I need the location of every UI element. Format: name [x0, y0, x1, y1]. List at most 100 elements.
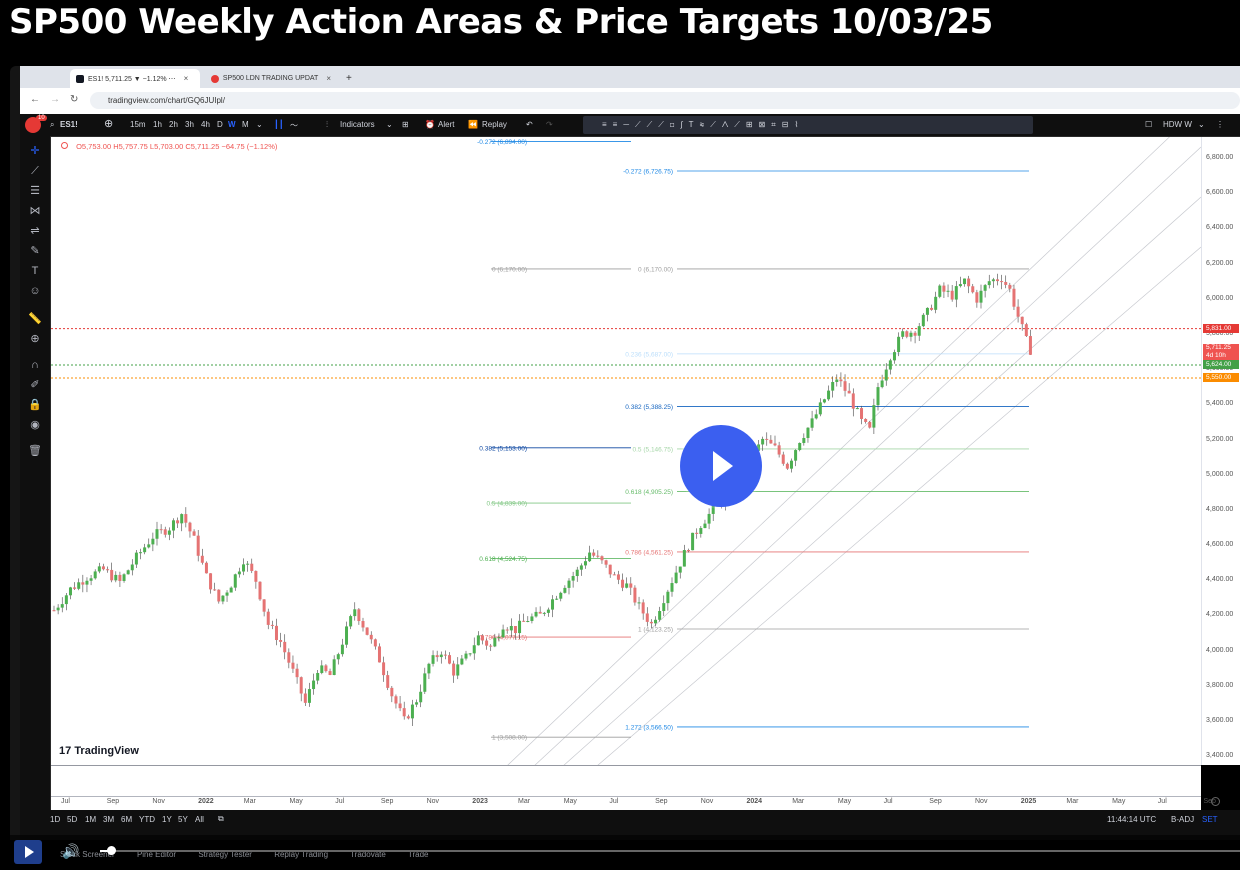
price-scale[interactable]: 6,800.00 6,600.00 6,400.00 6,200.00 6,000.00…: [1201, 137, 1240, 765]
layouts-grid-icon[interactable]: ⊞: [402, 120, 409, 129]
price-chart[interactable]: -0.272 (6,894.00) 0 (6,170.00) 0.382 (5,15…: [51, 137, 1201, 765]
candle-body: [575, 569, 579, 577]
indicators-icon[interactable]: ⫶: [326, 120, 328, 129]
interval-3h[interactable]: 3h: [185, 120, 194, 129]
tradingview-logo: 17 TradingView: [59, 745, 139, 757]
crosshair-icon[interactable]: ✛: [30, 145, 40, 157]
alarm-clock-icon[interactable]: ⏰: [425, 120, 435, 129]
settings-gear-icon[interactable]: [1211, 797, 1220, 806]
video-play-button[interactable]: [680, 425, 762, 507]
candle-body: [221, 595, 225, 602]
interval-2h[interactable]: 2h: [169, 120, 178, 129]
candle-body: [843, 381, 847, 391]
video-play-toggle[interactable]: [14, 840, 42, 864]
pattern-icon[interactable]: ⋈: [29, 205, 41, 217]
footer-tab[interactable]: Pine Editor: [136, 850, 177, 859]
footer-tab[interactable]: Strategy Tester: [198, 850, 252, 859]
magnet-icon[interactable]: ∩: [31, 359, 39, 371]
clock-time[interactable]: 11:44:14 UTC: [1107, 815, 1157, 824]
user-avatar-icon[interactable]: [25, 117, 41, 133]
trash-icon[interactable]: 🗑: [28, 445, 42, 457]
chevron-down-icon[interactable]: ⌄: [386, 120, 393, 129]
browser-tab[interactable]: SP500 LDN TRADING UPDAT ×: [205, 69, 337, 88]
rewind-icon[interactable]: ⏪: [468, 120, 478, 129]
interval-15m[interactable]: 15m: [130, 120, 146, 129]
fib-level-label: 0.382 (5,388.25): [625, 404, 673, 411]
video-scrubber-knob[interactable]: [107, 846, 117, 855]
stay-drawing-icon[interactable]: ✐: [30, 379, 40, 391]
ruler-icon[interactable]: 📏: [28, 313, 42, 325]
close-icon[interactable]: ×: [326, 74, 331, 83]
replay-button[interactable]: Replay: [482, 120, 507, 129]
chevron-down-icon[interactable]: ⌄: [1198, 120, 1205, 129]
back-arrow-icon[interactable]: ←: [30, 94, 40, 105]
brush-icon[interactable]: ✎: [30, 245, 40, 257]
trendline-icon[interactable]: ⟋: [31, 165, 39, 177]
footer-tab[interactable]: Replay Trading: [274, 850, 329, 859]
compare-plus-icon[interactable]: ⊕: [104, 118, 114, 130]
range-6m[interactable]: 6M: [121, 815, 133, 824]
fib-retracement-icon[interactable]: ☰: [30, 185, 40, 197]
candle-body: [262, 599, 266, 612]
lock-icon[interactable]: 🔒: [28, 399, 42, 411]
range-all[interactable]: All: [195, 815, 204, 824]
new-tab-plus-icon[interactable]: +: [346, 73, 352, 84]
candle-body: [860, 408, 864, 419]
candle-body: [73, 587, 77, 589]
b-adj-toggle[interactable]: B-ADJ: [1171, 815, 1195, 824]
close-icon[interactable]: ×: [183, 74, 189, 83]
drawing-tools-icon[interactable]: ≡≡─⟋⟋⟋◻∫T≋⟋⋀⟋⊞⊠⌗⊟⌇: [602, 120, 805, 129]
layout-name[interactable]: HDW W: [1163, 120, 1192, 129]
interval-w[interactable]: W: [228, 120, 236, 129]
chart-pane[interactable]: -0.272 (6,894.00) 0 (6,170.00) 0.382 (5,15…: [51, 137, 1201, 765]
undo-icon[interactable]: ↶: [526, 120, 533, 129]
alert-button[interactable]: Alert: [438, 120, 455, 129]
range-5d[interactable]: 5D: [67, 815, 78, 824]
line-chart-icon[interactable]: 〜: [290, 121, 298, 130]
bar-countdown-label: 4d 10h: [1206, 351, 1226, 359]
zoom-in-icon[interactable]: ⊕: [30, 333, 40, 345]
candle-body: [171, 520, 175, 531]
volume-icon[interactable]: 🔊: [62, 843, 80, 859]
search-icon[interactable]: ⌕: [50, 120, 55, 129]
range-1y[interactable]: 1Y: [162, 815, 172, 824]
range-1d[interactable]: 1D: [50, 815, 61, 824]
settlement-toggle[interactable]: SET: [1202, 815, 1218, 824]
candles-icon[interactable]: ┃┃: [274, 120, 284, 129]
interval-m[interactable]: M: [242, 120, 249, 129]
video-controls: Stock Screener Pine Editor Strategy Test…: [0, 835, 1240, 870]
video-progress-bar[interactable]: [100, 846, 1240, 855]
range-3m[interactable]: 3M: [103, 815, 115, 824]
interval-d[interactable]: D: [217, 120, 223, 129]
footer-tab[interactable]: Trade: [407, 850, 429, 859]
text-icon[interactable]: T: [31, 265, 39, 277]
time-scale[interactable]: Jul Sep Nov 2022 Mar May Jul Sep Nov 2023 Mar May Ju…: [51, 765, 1220, 811]
calendar-icon[interactable]: ⧉: [218, 814, 224, 823]
forward-arrow-icon[interactable]: →: [50, 94, 60, 105]
candle-body: [608, 564, 612, 575]
eye-icon[interactable]: ◉: [30, 419, 40, 431]
candle-body: [101, 566, 105, 570]
range-ytd[interactable]: YTD: [139, 815, 155, 824]
url-input[interactable]: tradingview.com/chart/GQ6JUIpl/: [90, 92, 1240, 109]
time-tick-label: Nov: [700, 798, 714, 805]
more-icon[interactable]: ⋮: [1216, 120, 1224, 129]
chevron-down-icon[interactable]: ⌄: [256, 120, 263, 129]
forecast-icon[interactable]: ⇌: [30, 225, 40, 237]
range-5y[interactable]: 5Y: [178, 815, 188, 824]
browser-tab-active[interactable]: ES1! 5,711.25 ▼ −1.12% ⋯ ×: [70, 69, 200, 88]
footer-tab[interactable]: Stock Screener: [60, 850, 115, 859]
checkbox-icon[interactable]: ☐: [1145, 120, 1153, 129]
symbol-search[interactable]: ES1!: [60, 120, 78, 129]
indicators-button[interactable]: Indicators: [340, 120, 375, 129]
footer-tab[interactable]: Tradovate: [350, 850, 386, 859]
interval-1h[interactable]: 1h: [153, 120, 162, 129]
range-1m[interactable]: 1M: [85, 815, 97, 824]
reload-icon[interactable]: ↻: [70, 94, 79, 105]
redo-icon[interactable]: ↷: [546, 120, 553, 129]
interval-4h[interactable]: 4h: [201, 120, 210, 129]
emoji-icon[interactable]: ☺: [29, 285, 41, 297]
candle-body: [596, 555, 600, 557]
candle-body: [629, 583, 633, 588]
fib-level-label: -0.272 (6,726.75): [623, 168, 673, 175]
